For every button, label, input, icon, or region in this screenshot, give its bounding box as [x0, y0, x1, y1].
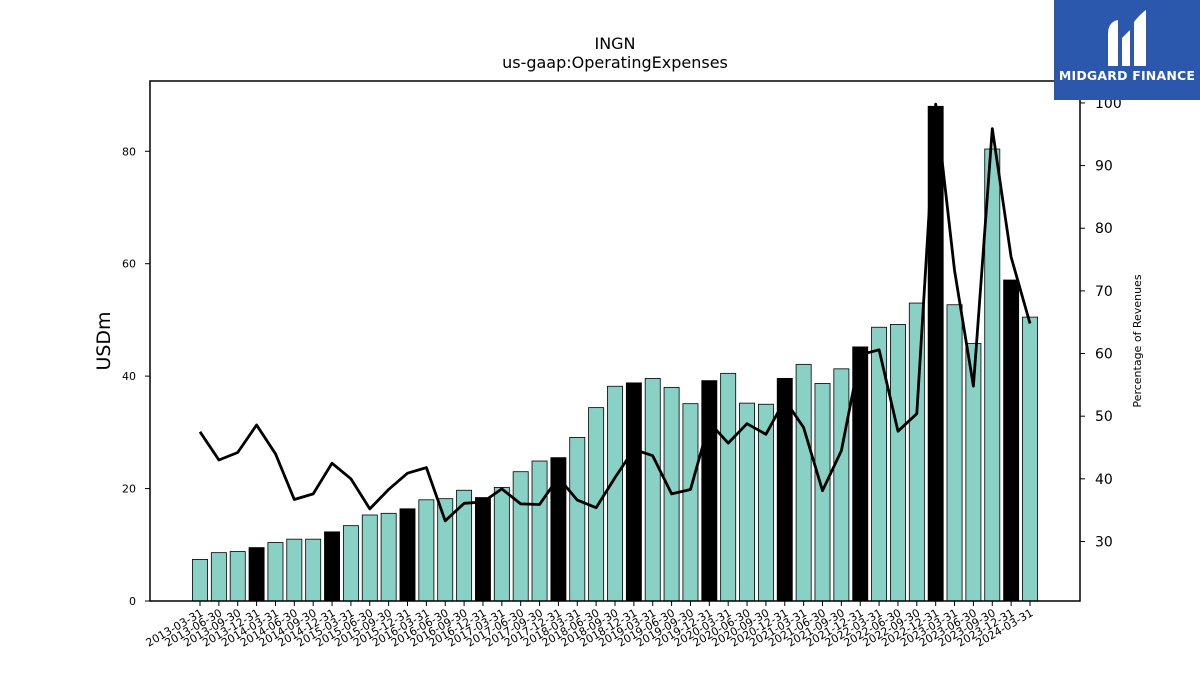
y2-tick-label: 60: [1095, 347, 1113, 363]
percentage-line: [198, 102, 1032, 523]
y-tick-label: 80: [122, 145, 136, 158]
bar-2017-09-30: [531, 460, 548, 602]
y-tick-label: 20: [122, 483, 136, 496]
bar-2017-03-31: [493, 487, 510, 602]
bar-series: [192, 105, 1038, 602]
bar-2020-06-30: [739, 402, 755, 602]
chart-subtitle: us-gaap:OperatingExpenses: [502, 53, 728, 72]
bar-2015-06-30: [361, 514, 378, 602]
bar-2021-09-30: [833, 368, 850, 602]
bar-2014-09-30: [305, 538, 322, 602]
bar-2021-03-31: [795, 363, 812, 602]
bar-2014-03-31: [267, 542, 284, 602]
y2-tick-label: 70: [1095, 284, 1113, 300]
bar-2024-03-31: [1022, 316, 1038, 602]
line-series: [198, 102, 1032, 523]
bar-2018-03-31: [569, 437, 586, 602]
bar-2022-06-30: [890, 324, 906, 602]
y2-axis-label: Percentage of Revenues: [1131, 274, 1144, 407]
bar-2015-12-31: [399, 508, 416, 602]
bar-2023-12-31: [1003, 279, 1020, 602]
bar-2019-03-31: [644, 377, 661, 602]
bar-2015-03-31: [342, 525, 359, 602]
bar-2017-06-30: [512, 471, 529, 602]
y2-tick-label: 50: [1095, 409, 1113, 425]
bar-2019-12-31: [701, 380, 718, 602]
y-axis-label: USDm: [93, 311, 115, 370]
bar-2014-06-30: [286, 538, 303, 602]
plot-frame: [149, 80, 1081, 602]
bar-2020-03-31: [720, 372, 737, 602]
y-tick-label: 60: [122, 258, 136, 271]
y-tick-label: 0: [129, 595, 136, 608]
brand-logo: MIDGARD FINANCE: [1054, 0, 1200, 100]
bar-2021-06-30: [814, 383, 831, 602]
y2-tick-label: 90: [1095, 159, 1113, 175]
bar-2015-09-30: [380, 512, 397, 602]
bar-2018-12-31: [625, 382, 642, 602]
bar-2013-06-30: [210, 552, 227, 602]
y2-tick-label: 30: [1095, 534, 1113, 550]
y2-tick-label: 40: [1095, 472, 1113, 488]
bar-2013-09-30: [229, 551, 246, 602]
bar-2019-09-30: [682, 403, 699, 602]
bar-2013-03-31: [192, 559, 208, 602]
bar-2018-09-30: [607, 385, 623, 602]
bar-2013-12-31: [248, 547, 265, 602]
chart-title: INGN: [594, 34, 635, 53]
y-tick-label: 40: [122, 370, 136, 383]
bar-2016-03-31: [418, 499, 435, 602]
brand-name: MIDGARD FINANCE: [1058, 68, 1196, 83]
midgard-logo-icon: [1108, 10, 1146, 66]
bar-2023-03-31: [946, 304, 963, 602]
y2-tick-label: 80: [1095, 221, 1113, 237]
bar-2014-12-31: [324, 531, 340, 602]
bar-2016-12-31: [475, 497, 491, 602]
